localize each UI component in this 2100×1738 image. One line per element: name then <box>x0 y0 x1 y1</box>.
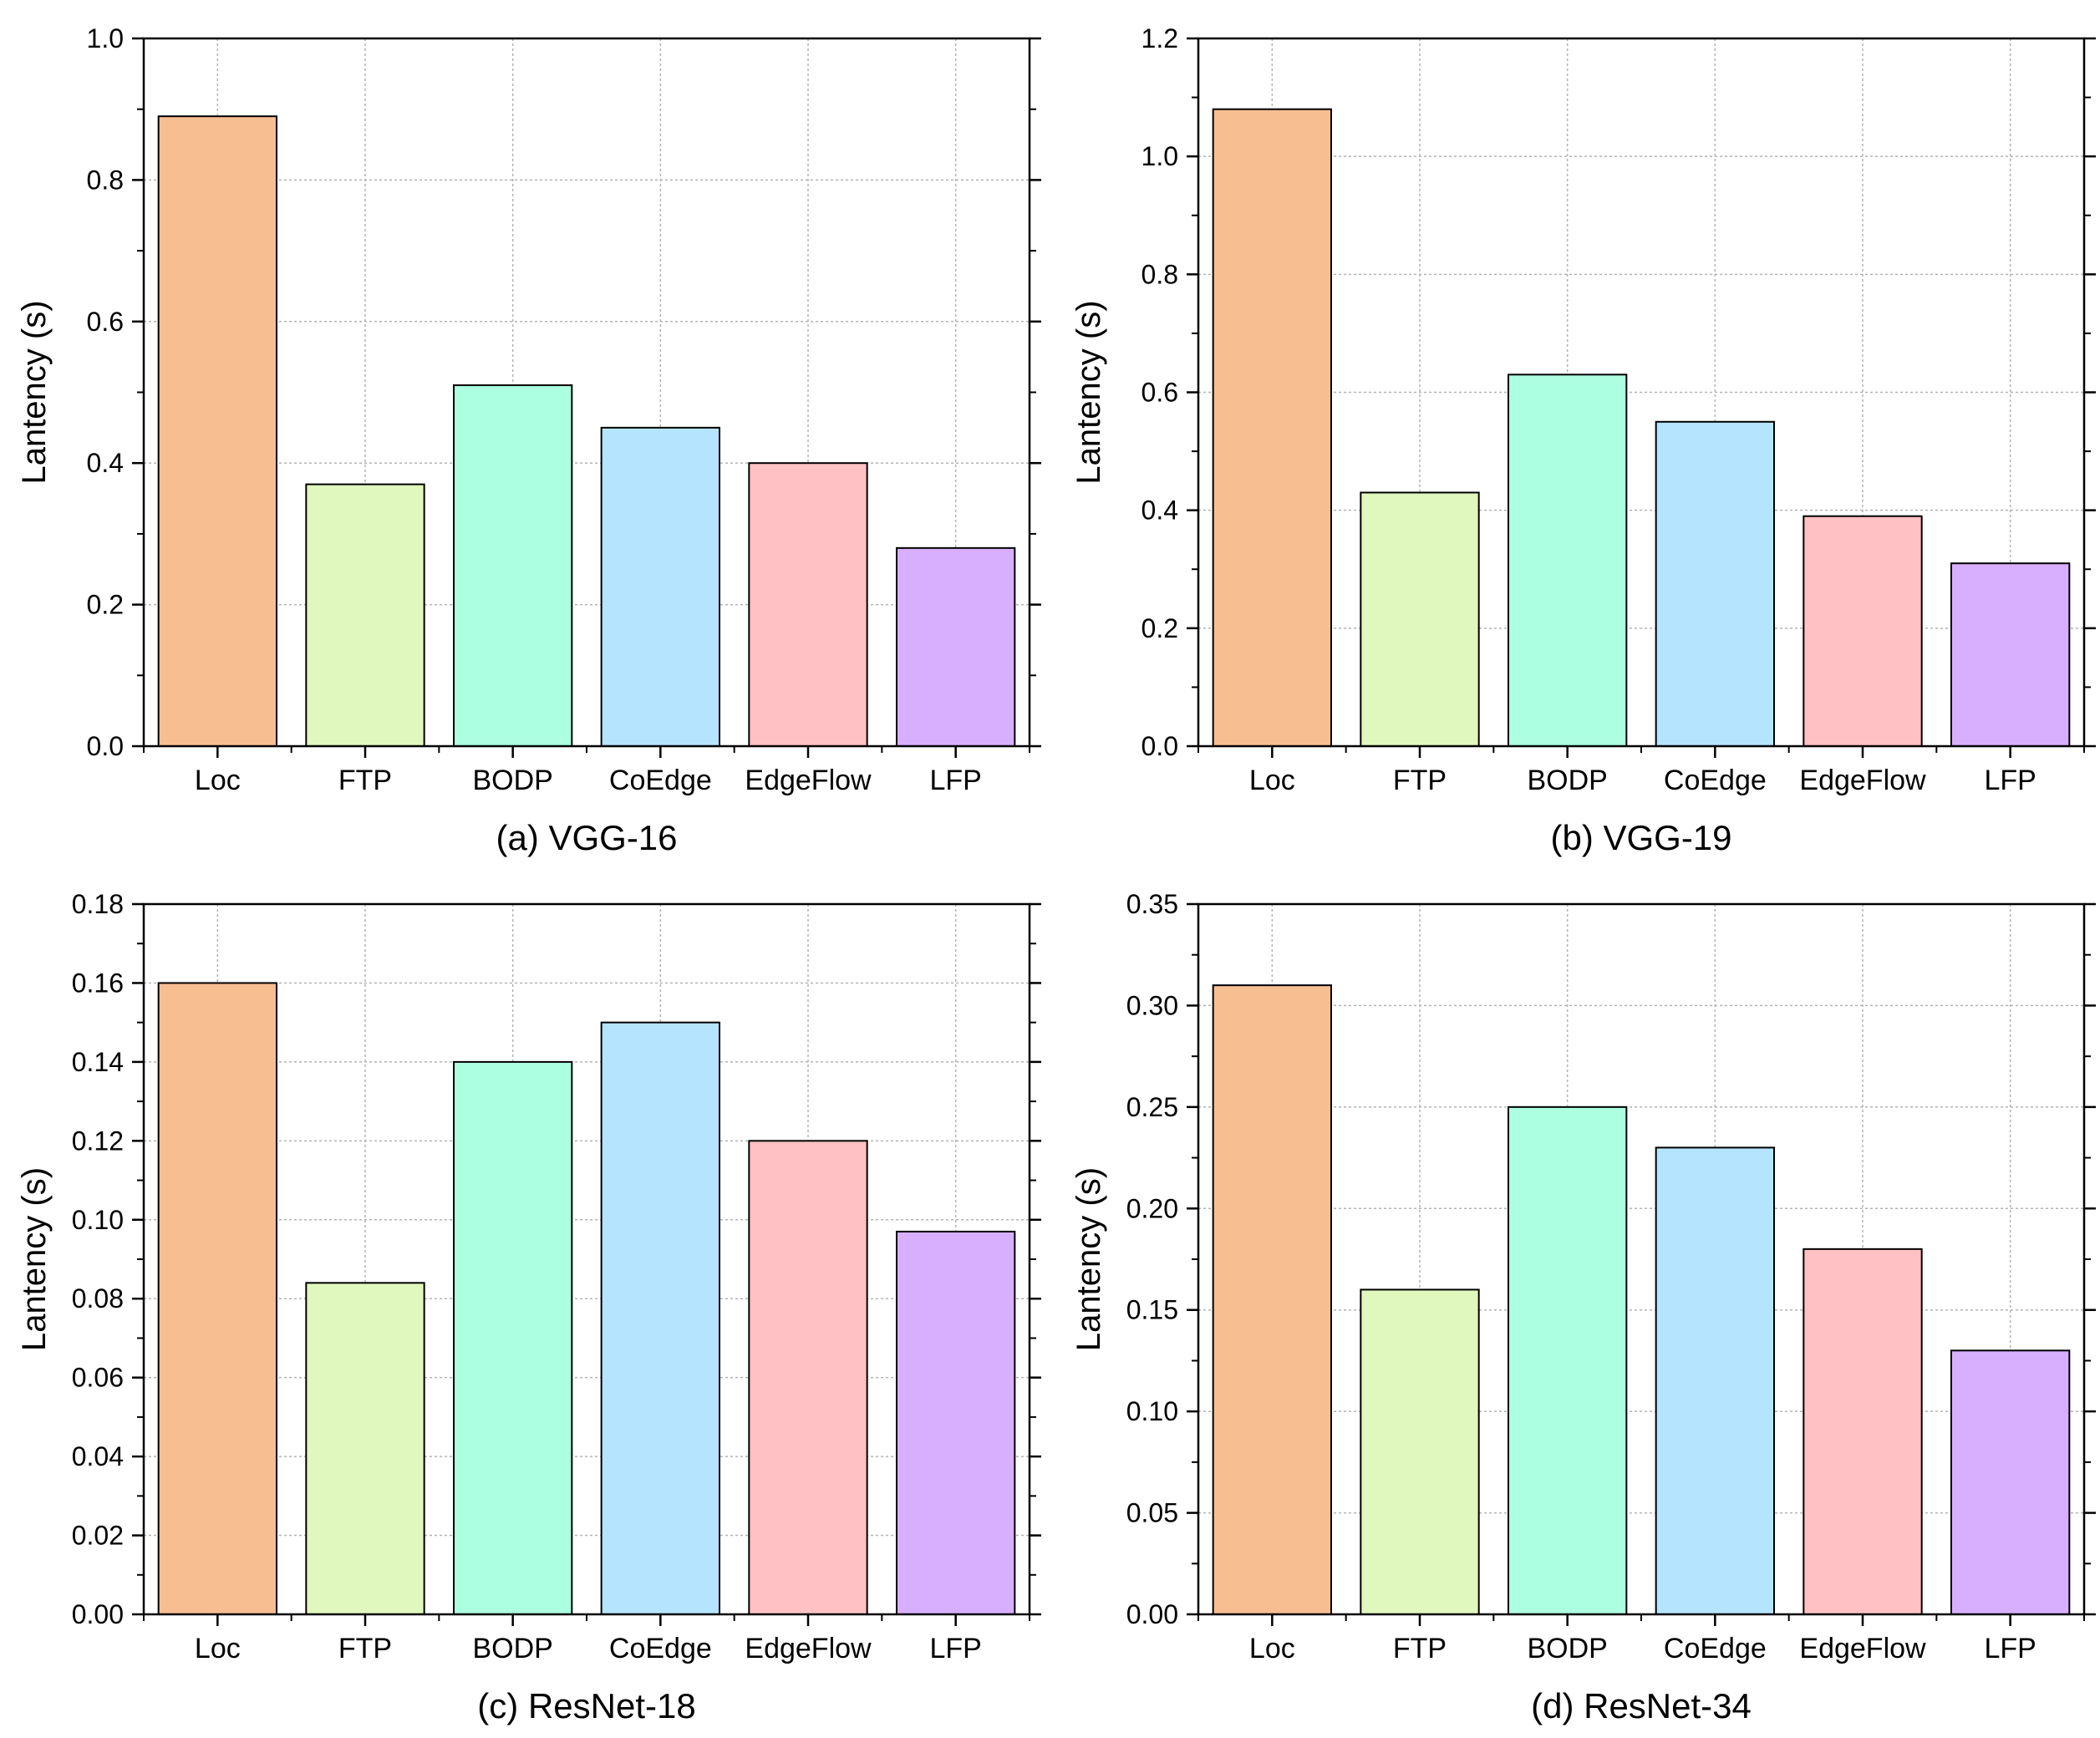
x-tick-label-ftp: FTP <box>1393 765 1447 796</box>
y-tick-label: 0.06 <box>72 1363 124 1393</box>
y-tick-label: 1.0 <box>1142 141 1178 171</box>
x-tick-label-coedge: CoEdge <box>609 1633 712 1664</box>
bar-bodp <box>1508 374 1628 747</box>
x-tick-label-loc: Loc <box>1249 765 1295 796</box>
bar-edgeflow <box>748 1140 868 1616</box>
bar-loc <box>1212 984 1332 1615</box>
bar-edgeflow <box>1803 515 1923 747</box>
bar-coedge <box>1655 420 1775 747</box>
bar-bodp <box>453 1060 573 1615</box>
bar-bodp <box>453 384 573 747</box>
y-tick-label: 0.30 <box>1126 990 1178 1020</box>
panel-caption: (a) VGG-16 <box>496 818 677 857</box>
x-tick-label-coedge: CoEdge <box>609 765 712 796</box>
y-axis-title: Lantency (s) <box>1070 1167 1107 1351</box>
bar-lfp <box>1950 1349 2071 1616</box>
y-tick-label: 0.2 <box>87 590 124 620</box>
panel-caption: (b) VGG-19 <box>1550 818 1731 857</box>
x-tick-label-ftp: FTP <box>1393 1633 1447 1664</box>
y-tick-label: 0.05 <box>1126 1498 1178 1528</box>
bar-ftp <box>305 483 425 747</box>
x-tick-label-ftp: FTP <box>338 765 392 796</box>
y-tick-label: 0.4 <box>87 448 124 478</box>
y-axis-title: Lantency (s) <box>16 1167 53 1351</box>
y-tick-label: 0.00 <box>1126 1599 1178 1629</box>
y-tick-label: 0.4 <box>1142 495 1178 526</box>
chart-panel-3: 0.00 0.02 0.04 0.06 0.08 0.10 0.12 0.14 0.16 0.18… <box>16 889 1041 1725</box>
y-tick-label: 0.18 <box>72 889 124 919</box>
bar-ftp <box>1360 1288 1480 1616</box>
x-tick-label-coedge: CoEdge <box>1664 765 1767 796</box>
x-tick-label-loc: Loc <box>195 765 241 796</box>
x-tick-label-ftp: FTP <box>338 1633 392 1664</box>
bar-edgeflow <box>748 462 868 747</box>
y-tick-label: 0.00 <box>72 1599 124 1629</box>
y-tick-label: 0.35 <box>1126 889 1178 919</box>
bar-coedge <box>600 1021 721 1615</box>
bar-loc <box>157 982 277 1615</box>
panel-caption: (d) ResNet-34 <box>1531 1686 1752 1725</box>
bar-loc <box>1212 108 1332 747</box>
x-tick-label-lfp: LFP <box>1984 765 2036 796</box>
y-tick-label: 0.25 <box>1126 1092 1178 1122</box>
y-tick-label: 0.10 <box>72 1205 124 1235</box>
x-tick-label-coedge: CoEdge <box>1664 1633 1767 1664</box>
y-tick-label: 0.02 <box>72 1521 124 1551</box>
bar-edgeflow <box>1803 1248 1923 1616</box>
bar-lfp <box>896 546 1016 748</box>
chart-panel-2: 0.0 0.2 0.4 0.6 0.8 1.0 1.2 Loc FTP BODP CoEdge Edg… <box>1070 23 2096 857</box>
y-tick-label: 0.16 <box>72 968 124 998</box>
y-tick-label: 0.20 <box>1126 1193 1178 1223</box>
y-tick-label: 0.8 <box>87 165 124 195</box>
y-tick-label: 1.0 <box>87 23 124 53</box>
y-tick-label: 0.0 <box>87 731 124 761</box>
x-tick-label-lfp: LFP <box>929 765 981 796</box>
x-tick-label-bodp: BODP <box>472 1633 552 1664</box>
x-tick-label-lfp: LFP <box>929 1633 981 1664</box>
bar-ftp <box>305 1282 425 1616</box>
chart-panel-4: 0.00 0.05 0.10 0.15 0.20 0.25 0.30 0.35 Loc FTP BO… <box>1070 889 2096 1725</box>
y-tick-label: 0.2 <box>1142 613 1178 643</box>
x-tick-label-edgeflow: EdgeFlow <box>1799 1633 1926 1664</box>
y-tick-label: 0.04 <box>72 1441 124 1471</box>
bar-lfp <box>896 1230 1016 1615</box>
x-tick-label-edgeflow: EdgeFlow <box>1799 765 1926 796</box>
y-tick-label: 0.08 <box>72 1283 124 1314</box>
y-axis-title: Lantency (s) <box>16 300 53 484</box>
bar-ftp <box>1360 491 1480 747</box>
x-tick-label-bodp: BODP <box>1527 765 1607 796</box>
y-axis-title: Lantency (s) <box>1070 300 1107 484</box>
y-tick-label: 0.12 <box>72 1126 124 1156</box>
chart-panel-1: 0.0 0.2 0.4 0.6 0.8 1.0 Loc FTP BODP CoEdge EdgeFl… <box>16 23 1041 857</box>
x-tick-label-bodp: BODP <box>1527 1633 1607 1664</box>
bar-bodp <box>1508 1105 1628 1616</box>
x-tick-label-edgeflow: EdgeFlow <box>745 765 872 796</box>
y-tick-label: 0.14 <box>72 1047 124 1077</box>
panel-caption: (c) ResNet-18 <box>477 1686 695 1725</box>
bar-lfp <box>1950 562 2071 747</box>
x-tick-label-edgeflow: EdgeFlow <box>745 1633 872 1664</box>
x-tick-label-bodp: BODP <box>472 765 552 796</box>
y-tick-label: 0.10 <box>1126 1396 1178 1426</box>
y-tick-label: 0.15 <box>1126 1295 1178 1325</box>
y-tick-label: 0.6 <box>1142 378 1178 408</box>
y-tick-label: 1.2 <box>1142 23 1178 53</box>
bar-coedge <box>600 426 721 747</box>
x-tick-label-loc: Loc <box>1249 1633 1295 1664</box>
bar-coedge <box>1655 1146 1775 1615</box>
y-tick-label: 0.6 <box>87 307 124 337</box>
bar-loc <box>157 115 277 748</box>
x-tick-label-lfp: LFP <box>1984 1633 2036 1664</box>
y-tick-label: 0.8 <box>1142 259 1178 289</box>
y-tick-label: 0.0 <box>1142 731 1178 761</box>
x-tick-label-loc: Loc <box>195 1633 241 1664</box>
